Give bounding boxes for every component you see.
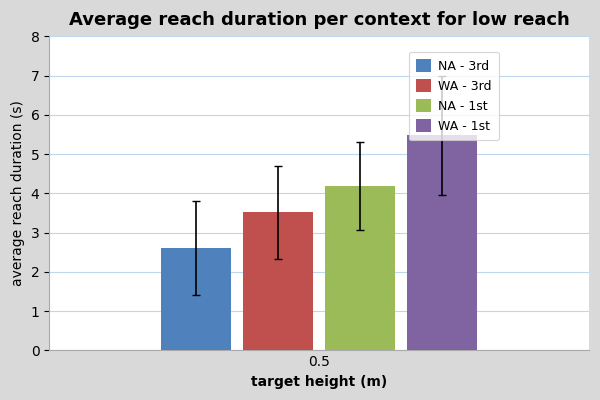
X-axis label: target height (m): target height (m) [251, 375, 387, 389]
Y-axis label: average reach duration (s): average reach duration (s) [11, 100, 25, 286]
Legend: NA - 3rd, WA - 3rd, NA - 1st, WA - 1st: NA - 3rd, WA - 3rd, NA - 1st, WA - 1st [409, 52, 499, 140]
Bar [325, 186, 395, 350]
Bar [243, 212, 313, 350]
Title: Average reach duration per context for low reach: Average reach duration per context for l… [69, 11, 569, 29]
Bar [407, 135, 478, 350]
Bar [161, 248, 231, 350]
